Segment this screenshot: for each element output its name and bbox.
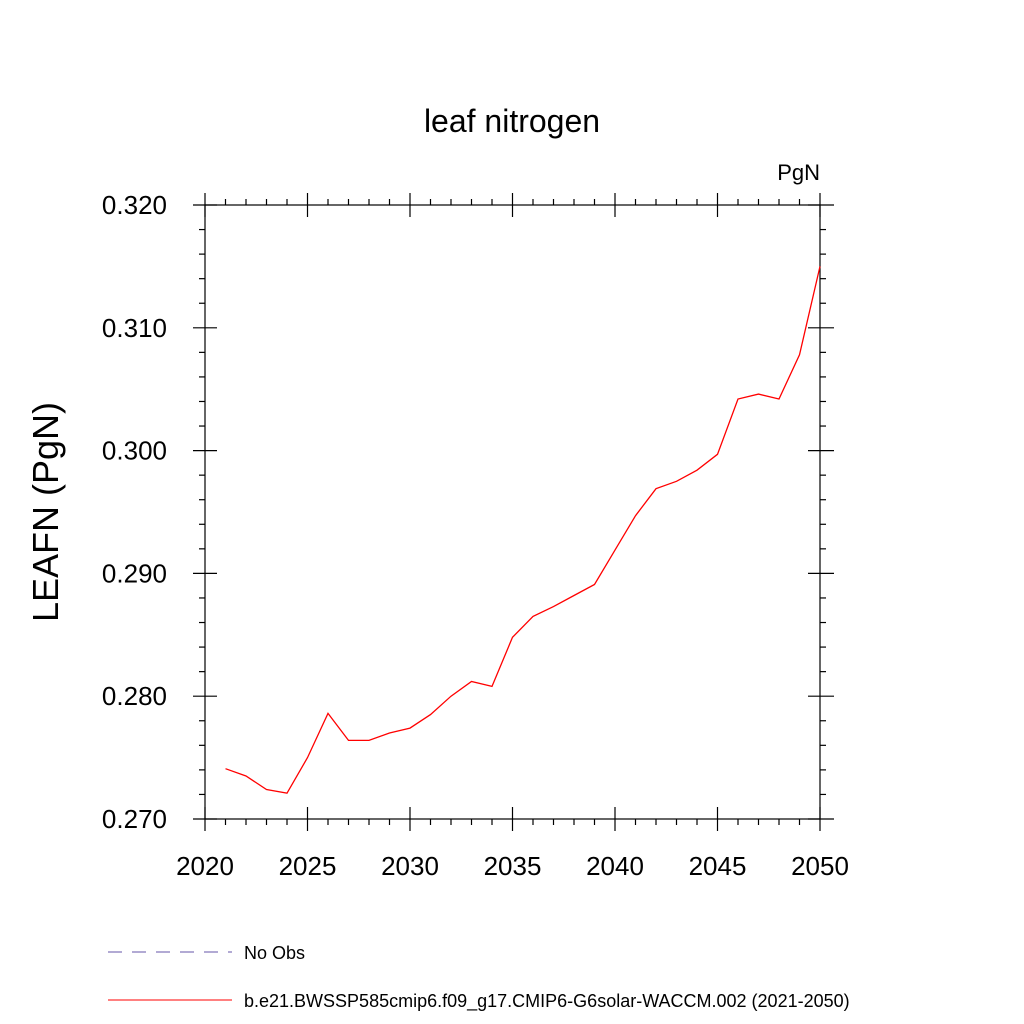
axis-tick-labels: 2020 2025 2030 2035 2040 2045 2050 0.270 0.280 0.… [102, 190, 849, 881]
legend-label: No Obs [244, 943, 305, 963]
y-tick-label: 0.320 [102, 190, 167, 220]
x-tick-label: 2045 [689, 851, 747, 881]
axis-ticks [193, 193, 834, 831]
legend: No Obs b.e21.BWSSP585cmip6.f09_g17.CMIP6-… [108, 943, 850, 1012]
y-axis-label: LEAFN (PgN) [25, 402, 66, 622]
x-tick-label: 2030 [381, 851, 439, 881]
x-tick-label: 2035 [484, 851, 542, 881]
series-layer [225, 266, 821, 794]
x-tick-label: 2025 [279, 851, 337, 881]
x-tick-label: 2020 [176, 851, 234, 881]
y-tick-label: 0.310 [102, 313, 167, 343]
plot-frame [204, 204, 821, 820]
x-tick-label: 2040 [586, 851, 644, 881]
legend-label: b.e21.BWSSP585cmip6.f09_g17.CMIP6-G6sola… [244, 991, 850, 1012]
units-label: PgN [777, 160, 820, 185]
series-line [225, 266, 821, 794]
y-tick-label: 0.300 [102, 436, 167, 466]
y-tick-label: 0.290 [102, 558, 167, 588]
x-tick-label: 2050 [791, 851, 849, 881]
y-tick-label: 0.270 [102, 804, 167, 834]
chart-title: leaf nitrogen [424, 103, 600, 139]
y-tick-label: 0.280 [102, 681, 167, 711]
